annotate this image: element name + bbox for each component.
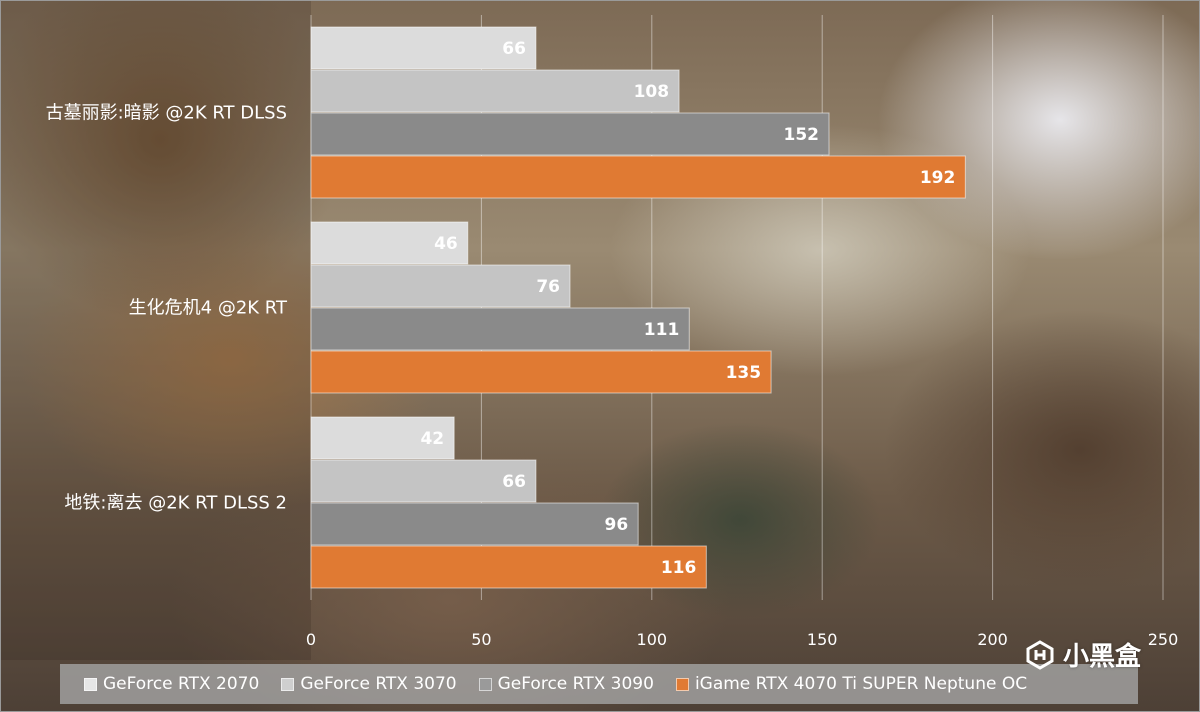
bar xyxy=(310,155,966,199)
bar xyxy=(310,112,830,156)
tick-label: 250 xyxy=(1148,630,1179,649)
tick-label: 100 xyxy=(637,630,668,649)
bar xyxy=(310,459,537,503)
category-label: 生化危机4 @2K RT xyxy=(129,298,288,319)
tick-label: 150 xyxy=(807,630,838,649)
data-label: 46 xyxy=(434,234,458,254)
bar xyxy=(310,307,690,351)
bar xyxy=(310,416,455,460)
data-label: 66 xyxy=(502,39,526,59)
bar xyxy=(310,264,571,308)
legend-label: GeForce RTX 2070 xyxy=(103,674,260,694)
legend-item: iGame RTX 4070 Ti SUPER Neptune OC xyxy=(675,674,1028,694)
category-label: 地铁:离去 @2K RT DLSS 2 xyxy=(64,493,287,514)
legend-label: GeForce RTX 3090 xyxy=(497,674,654,694)
bar xyxy=(310,69,680,113)
bar xyxy=(310,502,639,546)
legend-label: GeForce RTX 3070 xyxy=(300,674,457,694)
tick-label: 50 xyxy=(471,630,491,649)
data-label: 76 xyxy=(536,277,560,297)
bar xyxy=(310,26,537,70)
legend-item: GeForce RTX 3070 xyxy=(281,674,457,694)
bar-chart: 66 108 152 192 古墓丽影:暗影 @2K RT DLSS 46 76 111 135… xyxy=(0,0,1179,660)
data-label: 66 xyxy=(502,472,526,492)
data-label: 108 xyxy=(634,82,670,102)
bar xyxy=(310,350,772,394)
watermark: 小黑盒 xyxy=(1025,636,1141,673)
legend-swatch xyxy=(281,677,295,691)
data-label: 42 xyxy=(420,429,444,449)
data-label: 152 xyxy=(784,125,820,145)
data-label: 135 xyxy=(726,363,762,383)
legend-label: iGame RTX 4070 Ti SUPER Neptune OC xyxy=(694,674,1028,694)
label-band xyxy=(0,0,311,660)
legend-item: GeForce RTX 3090 xyxy=(478,674,654,694)
tick-label: 0 xyxy=(306,630,316,649)
category-label: 古墓丽影:暗影 @2K RT DLSS xyxy=(46,103,287,124)
xiaoheihe-logo-icon xyxy=(1026,639,1054,670)
data-label: 96 xyxy=(604,515,628,535)
data-label: 116 xyxy=(661,558,697,578)
data-label: 111 xyxy=(644,320,680,340)
bar xyxy=(310,221,469,265)
legend: GeForce RTX 2070 GeForce RTX 3070 GeForc… xyxy=(60,664,1138,704)
legend-swatch xyxy=(675,677,689,691)
legend-swatch xyxy=(84,677,97,691)
bar xyxy=(310,545,707,589)
watermark-text: 小黑盒 xyxy=(1063,642,1142,672)
tick-label: 200 xyxy=(977,630,1008,649)
data-label: 192 xyxy=(920,168,956,188)
legend-item: GeForce RTX 2070 xyxy=(84,674,259,694)
legend-swatch xyxy=(478,677,492,691)
